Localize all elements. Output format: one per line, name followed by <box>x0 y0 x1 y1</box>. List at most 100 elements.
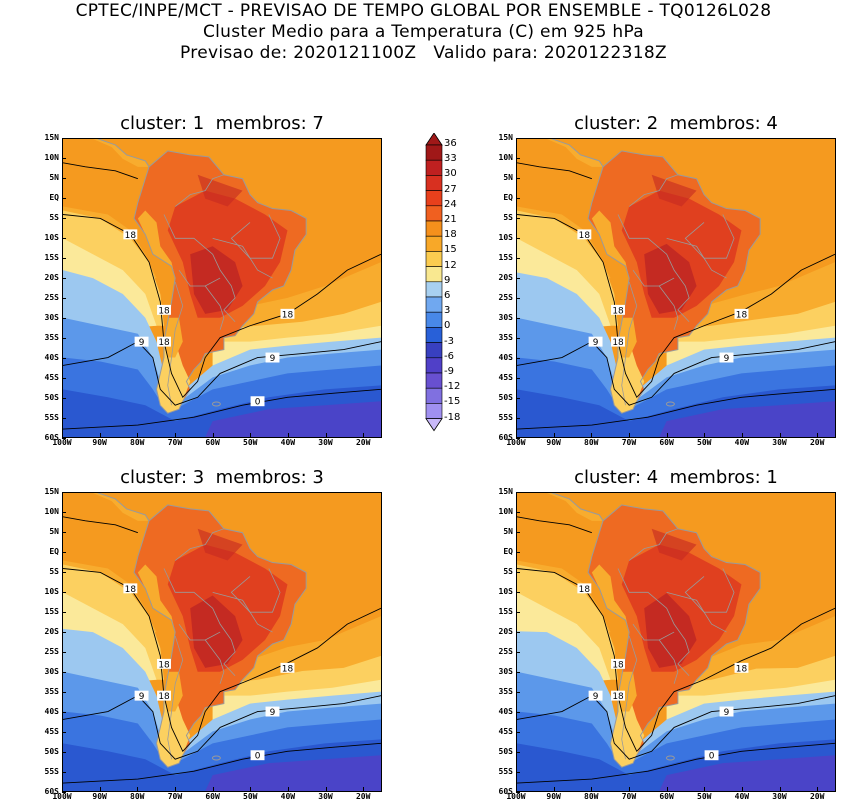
lon-tick <box>516 433 517 437</box>
lat-tick-label: 45S <box>44 373 59 382</box>
colorbar-swatch <box>425 281 443 298</box>
contour-9 <box>63 341 381 406</box>
colorbar-swatch <box>425 387 443 404</box>
lat-tick-label: 10S <box>44 233 59 242</box>
lat-tick-label: 25S <box>44 647 59 656</box>
colorbar-bottom-arrow <box>425 418 443 432</box>
lat-tick-label: 45S <box>498 727 513 736</box>
lat-tick <box>62 438 66 439</box>
lon-tick <box>591 433 593 437</box>
map-panel-3: 18 18 18 18 9 9 0 <box>62 492 382 792</box>
lat-tick-label: 5S <box>49 567 59 576</box>
colorbar-swatch <box>425 190 443 207</box>
lon-tick <box>741 787 743 791</box>
lat-tick <box>62 792 66 793</box>
svg-text:18: 18 <box>158 306 170 316</box>
lon-tick-label: 80W <box>130 438 145 447</box>
lon-tick-label: 100W <box>52 792 72 801</box>
lat-tick-label: 60S <box>44 433 59 442</box>
svg-text:18: 18 <box>612 338 624 348</box>
lon-tick-label: 80W <box>584 438 599 447</box>
svg-text:9: 9 <box>593 338 599 348</box>
lat-tick-label: 10S <box>44 587 59 596</box>
svg-text:0: 0 <box>255 752 261 762</box>
lat-tick-label: EQ <box>503 193 513 202</box>
lat-tick-label: 40S <box>498 707 513 716</box>
colorbar-swatch <box>425 251 443 267</box>
lon-tick <box>250 433 252 437</box>
lon-tick <box>174 787 176 791</box>
contour-label: 9 <box>134 690 149 702</box>
lon-tick-label: 60W <box>659 438 674 447</box>
contour-label: 9 <box>719 706 734 718</box>
lon-tick <box>62 433 63 437</box>
lon-tick-label: 70W <box>167 438 183 447</box>
lat-tick-label: 5S <box>503 567 513 576</box>
lat-tick-label: 50S <box>498 393 513 402</box>
lon-tick-label: 40W <box>734 438 750 447</box>
contour-label: 18 <box>611 336 625 348</box>
lat-tick-label: 40S <box>498 353 513 362</box>
lon-tick <box>666 433 668 437</box>
contour-label: 9 <box>719 352 734 364</box>
colorbar-level-label: 27 <box>444 183 457 195</box>
contour-label: 0 <box>250 396 265 408</box>
colorbar-level-label: -18 <box>444 411 461 423</box>
lon-tick-label: 100W <box>52 438 72 447</box>
lon-tick <box>137 433 139 437</box>
lon-tick-label: 80W <box>130 792 145 801</box>
lon-tick-label: 100W <box>506 792 526 801</box>
lon-tick-label: 20W <box>355 792 371 801</box>
lon-tick <box>137 787 139 791</box>
panel-2-title: cluster: 2 membros: 4 <box>574 113 778 134</box>
colorbar-level-label: -9 <box>444 366 454 377</box>
lat-tick <box>62 672 66 673</box>
contour-18 <box>517 214 835 399</box>
svg-text:18: 18 <box>612 692 624 702</box>
lat-tick <box>62 552 66 553</box>
lat-tick-label: 5S <box>503 213 513 222</box>
lat-tick-label: 5N <box>49 173 59 182</box>
lat-tick <box>516 358 520 359</box>
lat-tick-label: 15S <box>498 253 513 262</box>
contour-label: 9 <box>265 706 280 718</box>
colorbar-level-label: -15 <box>444 396 461 408</box>
lat-tick-label: 15S <box>44 607 59 616</box>
lat-tick-label: 35S <box>498 687 513 696</box>
lon-tick <box>741 433 743 437</box>
svg-text:18: 18 <box>579 231 591 241</box>
contour-0 <box>63 742 381 784</box>
contour-label: 18 <box>734 308 749 320</box>
svg-text:18: 18 <box>158 692 170 702</box>
lat-tick-label: 15N <box>498 133 513 142</box>
lat-tick-label: 15N <box>44 133 59 142</box>
lat-tick <box>516 378 520 379</box>
lon-tick-label: 60W <box>659 792 674 801</box>
lat-tick-label: 25S <box>44 293 59 302</box>
lon-tick-label: 90W <box>546 792 561 801</box>
lat-tick-label: 15N <box>44 487 59 496</box>
svg-text:18: 18 <box>579 585 591 595</box>
map-panel-1: 18 18 18 18 9 9 0 <box>62 138 382 438</box>
lon-tick <box>553 433 555 437</box>
lat-tick-label: 25S <box>498 293 513 302</box>
colorbar-level-label: 0 <box>444 320 451 332</box>
lon-tick <box>363 787 365 791</box>
lat-tick <box>62 732 66 733</box>
lat-tick <box>516 438 520 439</box>
lon-tick-label: 100W <box>506 438 526 447</box>
lon-tick <box>212 433 214 437</box>
lon-tick-label: 80W <box>584 792 599 801</box>
lon-tick-label: 60W <box>205 792 220 801</box>
lat-tick-label: 55S <box>498 413 513 422</box>
lat-tick <box>516 298 520 299</box>
lat-tick <box>516 692 520 693</box>
lat-tick <box>516 278 520 279</box>
lat-tick-label: 40S <box>44 707 59 716</box>
lat-tick-label: 50S <box>44 393 59 402</box>
colorbar-level-label: 21 <box>444 214 457 225</box>
lat-tick-label: 10N <box>498 153 513 162</box>
lat-tick-label: 40S <box>44 353 59 362</box>
lon-tick-label: 50W <box>697 792 712 801</box>
lat-tick-label: 60S <box>498 433 513 442</box>
